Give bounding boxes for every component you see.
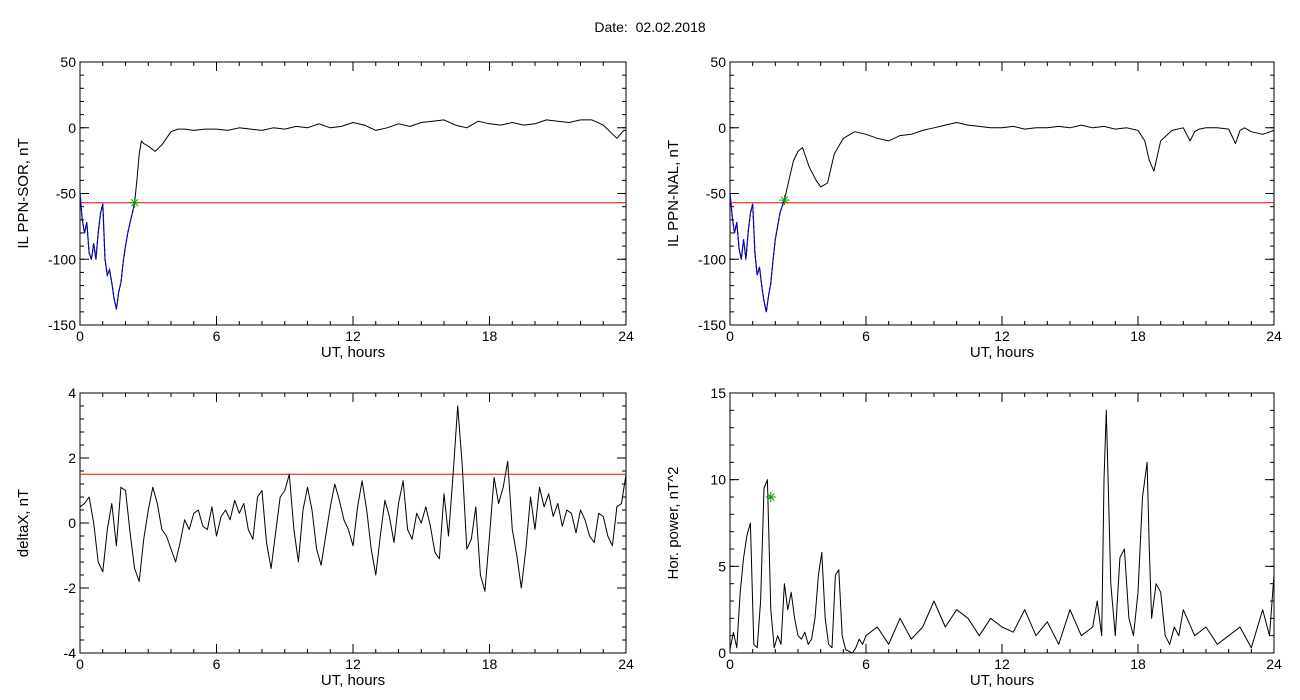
- x-tick-label: 24: [1266, 656, 1282, 672]
- y-tick-label: 0: [718, 120, 726, 136]
- y-tick-label: -2: [64, 580, 77, 596]
- x-axis-label: UT, hours: [321, 672, 385, 689]
- x-axis-label: UT, hours: [321, 344, 385, 361]
- plot-frame: [79, 61, 627, 326]
- series-line: [729, 122, 1275, 313]
- series-line: [729, 409, 1275, 654]
- star-stroke: [130, 198, 139, 207]
- y-tick-label: 10: [710, 472, 726, 488]
- y-tick-label: -100: [698, 251, 726, 267]
- x-tick-label: 18: [1130, 656, 1146, 672]
- x-tick-label: 24: [618, 656, 634, 672]
- x-tick-label: 0: [726, 656, 734, 672]
- y-tick-label: 15: [710, 385, 726, 401]
- y-axis-label: Hor. power, nT^2: [665, 467, 682, 580]
- plot-frame: [729, 61, 1275, 326]
- y-tick-label: -4: [64, 645, 77, 661]
- x-axis-label: UT, hours: [970, 344, 1034, 361]
- chart-sor: 0 6 12 18 24 -150 -100 -50 0 50 UT, hours IL PPN-SO…: [15, 54, 634, 361]
- x-tick-label: 24: [1266, 328, 1282, 344]
- x-axis-label: UT, hours: [970, 672, 1034, 689]
- y-tick-label: 50: [710, 54, 726, 70]
- chart-nal: 0 6 12 18 24 -150 -100 -50 0 50 UT, hours IL PPN-NA…: [665, 54, 1282, 361]
- x-tick-label: 18: [482, 656, 498, 672]
- y-tick-label: 0: [68, 120, 76, 136]
- y-axis-label: IL PPN-NAL, nT: [665, 140, 682, 247]
- y-tick-label: -50: [706, 186, 726, 202]
- highlight-segment: [729, 193, 786, 313]
- x-tick-label: 12: [345, 328, 361, 344]
- y-tick-label: 2: [68, 450, 76, 466]
- x-tick-label: 0: [76, 328, 84, 344]
- page-title: Date: 02.02.2018: [594, 19, 706, 35]
- y-tick-label: 5: [718, 558, 726, 574]
- star-marker: [765, 492, 776, 502]
- y-axis-label: IL PPN-SOR, nT: [15, 138, 32, 248]
- y-tick-label: -50: [56, 186, 76, 202]
- x-tick-label: 6: [862, 328, 870, 344]
- star-stroke: [766, 493, 775, 501]
- plot-frame: [729, 392, 1275, 654]
- x-tick-label: 24: [618, 328, 634, 344]
- y-axis-label: deltaX, nT: [15, 489, 32, 557]
- x-tick-label: 6: [862, 656, 870, 672]
- y-tick-label: 0: [68, 515, 76, 531]
- x-tick-label: 18: [1130, 328, 1146, 344]
- x-tick-label: 6: [213, 656, 221, 672]
- y-tick-label: -150: [698, 317, 726, 333]
- chart-power: 0 6 12 18 24 0 5 10 15 UT, hours Hor. power, nT^2: [665, 385, 1282, 689]
- x-tick-label: 0: [726, 328, 734, 344]
- y-tick-label: -150: [48, 317, 76, 333]
- plot-frame: [79, 392, 627, 654]
- star-marker: [779, 195, 790, 206]
- x-tick-label: 0: [76, 656, 84, 672]
- y-tick-label: 4: [68, 385, 76, 401]
- series-line: [79, 405, 627, 592]
- y-tick-label: -100: [48, 251, 76, 267]
- series-line: [79, 119, 626, 310]
- x-tick-label: 12: [345, 656, 361, 672]
- y-tick-label: 0: [718, 645, 726, 661]
- highlight-segment: [79, 193, 136, 310]
- x-tick-label: 12: [994, 328, 1010, 344]
- x-tick-label: 12: [994, 656, 1010, 672]
- star-marker: [129, 197, 140, 208]
- x-tick-label: 18: [482, 328, 498, 344]
- y-tick-label: 50: [60, 54, 76, 70]
- x-tick-label: 6: [213, 328, 221, 344]
- star-stroke: [780, 196, 789, 204]
